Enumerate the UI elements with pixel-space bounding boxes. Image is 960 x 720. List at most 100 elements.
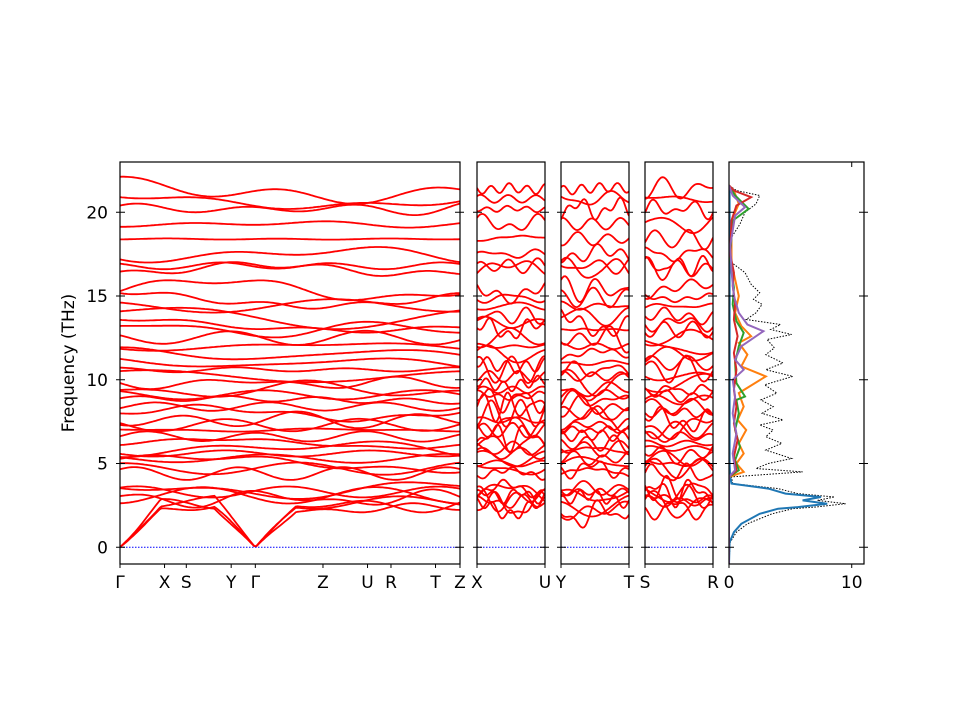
y-axis-label: Frequency (THz) — [59, 294, 79, 433]
band-line — [120, 261, 460, 271]
band-line — [120, 430, 460, 443]
band-line — [645, 462, 713, 482]
band-line — [645, 372, 713, 393]
kpoint-label: R — [707, 573, 719, 593]
band-line — [120, 417, 460, 433]
band-line — [477, 257, 545, 275]
band-line — [561, 300, 629, 311]
band-line — [645, 478, 713, 509]
band-line — [645, 195, 713, 203]
band-line — [120, 246, 460, 264]
band-line — [120, 449, 460, 458]
band-line — [477, 355, 545, 384]
band-line — [477, 204, 545, 214]
band-line — [645, 176, 713, 200]
band-group-x-u-path — [477, 182, 545, 548]
dos-series-2 — [729, 184, 768, 564]
band-line — [120, 237, 460, 241]
band-line — [477, 260, 545, 275]
band-line — [645, 302, 713, 309]
kpoint-label: S — [640, 573, 651, 593]
band-line — [477, 306, 545, 325]
dos-series-0 — [729, 184, 846, 564]
band-line — [477, 356, 545, 375]
band-line — [120, 410, 460, 430]
band-line — [645, 371, 713, 382]
y-tick-label: 0 — [97, 538, 108, 558]
band-line — [645, 306, 713, 326]
band-line — [645, 417, 713, 441]
band-line — [120, 196, 460, 210]
band-group-y-t-path — [561, 182, 629, 548]
band-line — [477, 344, 545, 364]
band-line — [120, 403, 460, 423]
band-line — [561, 306, 629, 327]
band-line — [477, 485, 545, 513]
band-line — [645, 474, 713, 502]
band-line — [645, 450, 713, 467]
band-line — [120, 502, 460, 548]
band-panel-frame — [476, 161, 546, 565]
dos-x-tick-label: 10 — [841, 573, 863, 593]
band-line — [120, 466, 460, 481]
band-line — [645, 228, 713, 251]
band-line — [645, 216, 713, 234]
band-line — [120, 175, 460, 205]
band-line — [645, 339, 713, 356]
kpoint-label: U — [539, 573, 551, 593]
band-line — [477, 488, 545, 505]
dos-series-4 — [729, 184, 754, 564]
band-line — [120, 291, 460, 310]
band-line — [120, 298, 460, 314]
band-line — [120, 279, 460, 302]
band-line — [561, 308, 629, 338]
band-group-s-r-path — [645, 176, 713, 548]
band-line — [561, 407, 629, 433]
band-line — [120, 346, 460, 361]
band-line — [477, 483, 545, 503]
band-line — [477, 440, 545, 456]
kpoint-label: R — [385, 573, 397, 593]
band-line — [477, 385, 545, 395]
kpoint-label: X — [159, 573, 171, 593]
kpoint-label: S — [181, 573, 192, 593]
band-line — [120, 438, 460, 450]
band-line — [477, 193, 545, 204]
y-tick-label: 20 — [86, 203, 108, 223]
y-tick-label: 5 — [97, 455, 108, 475]
band-line — [561, 425, 629, 435]
band-line — [561, 256, 629, 279]
band-line — [561, 480, 629, 497]
dos-series-1 — [729, 185, 828, 564]
band-line — [645, 439, 713, 448]
band-line — [561, 394, 629, 418]
band-line — [561, 182, 629, 196]
kpoint-label: Γ — [251, 573, 261, 593]
y-tick-label: 10 — [86, 371, 108, 391]
band-line — [561, 327, 629, 332]
band-line — [561, 342, 629, 351]
band-line — [477, 421, 545, 439]
band-line — [561, 286, 629, 309]
band-line — [120, 306, 460, 330]
band-line — [561, 500, 629, 521]
band-line — [120, 318, 460, 334]
band-line — [561, 381, 629, 398]
band-line — [477, 282, 545, 305]
band-line — [120, 401, 460, 412]
band-line — [645, 292, 713, 304]
band-line — [120, 375, 460, 391]
band-line — [645, 405, 713, 433]
kpoint-label: Y — [225, 573, 237, 593]
band-curves — [120, 175, 713, 548]
band-line — [645, 256, 713, 281]
band-line — [645, 407, 713, 419]
band-line — [477, 464, 545, 476]
band-line — [561, 258, 629, 275]
band-line — [561, 359, 629, 366]
band-line — [645, 246, 713, 263]
band-line — [477, 326, 545, 349]
kpoint-label: Z — [454, 573, 466, 593]
band-line — [120, 202, 460, 216]
